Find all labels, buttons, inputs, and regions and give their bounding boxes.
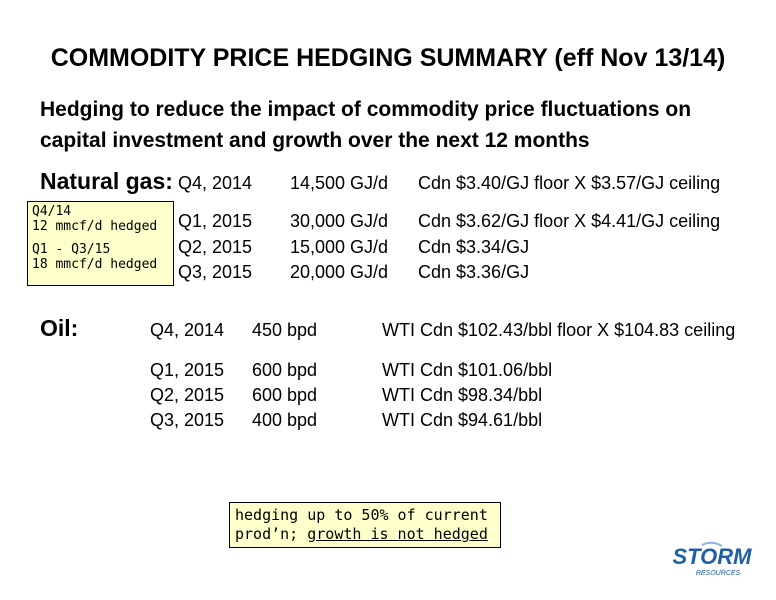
hedging-note-underlined: growth is not hedged xyxy=(307,525,488,543)
gas-row-price: Cdn $3.36/GJ xyxy=(418,262,530,282)
oil-row-price: WTI Cdn $101.06/bbl xyxy=(382,360,553,380)
storm-resources-logo: STORM RESOURCES xyxy=(672,541,752,577)
oil-row-price: WTI Cdn $94.61/bbl xyxy=(382,410,543,430)
gas-row-volume: 30,000 GJ/d xyxy=(290,211,389,231)
gas-row-price: Cdn $3.34/GJ xyxy=(418,237,530,257)
gas-note-line: 18 mmcf/d hedged xyxy=(32,257,158,272)
gas-row-price: Cdn $3.62/GJ floor X $4.41/GJ ceiling xyxy=(418,211,721,231)
oil-row-volume: 600 bpd xyxy=(252,385,318,405)
gas-note-line: 12 mmcf/d hedged xyxy=(32,219,158,234)
gas-note-line: Q1 - Q3/15 xyxy=(32,242,111,257)
oil-row-volume: 450 bpd xyxy=(252,320,318,340)
gas-row-period: Q2, 2015 xyxy=(178,237,253,257)
gas-row-period: Q3, 2015 xyxy=(178,262,253,282)
hedging-note-line: prod’n; growth is not hedged xyxy=(235,525,500,544)
page-subtitle: Hedging to reduce the impact of commodit… xyxy=(40,98,692,152)
logo-swoosh xyxy=(701,541,723,547)
hedging-note-text: prod’n; xyxy=(235,525,308,543)
gas-row-period: Q4, 2014 xyxy=(178,173,253,193)
gas-row-period: Q1, 2015 xyxy=(178,211,253,231)
gas-row-volume: 20,000 GJ/d xyxy=(290,262,389,282)
oil-row-period: Q2, 2015 xyxy=(150,385,225,405)
logo-subtext: RESOURCES xyxy=(696,570,741,577)
oil-row-price: WTI Cdn $102.43/bbl floor X $104.83 ceil… xyxy=(382,320,736,340)
natural-gas-label: Natural gas: xyxy=(40,168,173,194)
gas-row-volume: 14,500 GJ/d xyxy=(290,173,389,193)
oil-row-volume: 600 bpd xyxy=(252,360,318,380)
gas-row-volume: 15,000 GJ/d xyxy=(290,237,389,257)
oil-row-price: WTI Cdn $98.34/bbl xyxy=(382,385,543,405)
oil-label: Oil: xyxy=(40,315,79,341)
gas-note-line: Q4/14 xyxy=(32,204,72,219)
oil-row-volume: 400 bpd xyxy=(252,410,318,430)
oil-row-period: Q1, 2015 xyxy=(150,360,225,380)
gas-hedge-note: Q4/14 12 mmcf/d hedged Q1 - Q3/15 18 mmc… xyxy=(27,201,174,286)
oil-row-period: Q3, 2015 xyxy=(150,410,225,430)
gas-row-price: Cdn $3.40/GJ floor X $3.57/GJ ceiling xyxy=(418,173,721,193)
logo-text: STORM xyxy=(672,544,752,569)
hedging-note: hedging up to 50% of current prod’n; gro… xyxy=(229,502,501,548)
oil-row-period: Q4, 2014 xyxy=(150,320,225,340)
page-title: COMMODITY PRICE HEDGING SUMMARY (eff Nov… xyxy=(50,44,726,72)
hedging-note-line: hedging up to 50% of current xyxy=(235,506,488,524)
